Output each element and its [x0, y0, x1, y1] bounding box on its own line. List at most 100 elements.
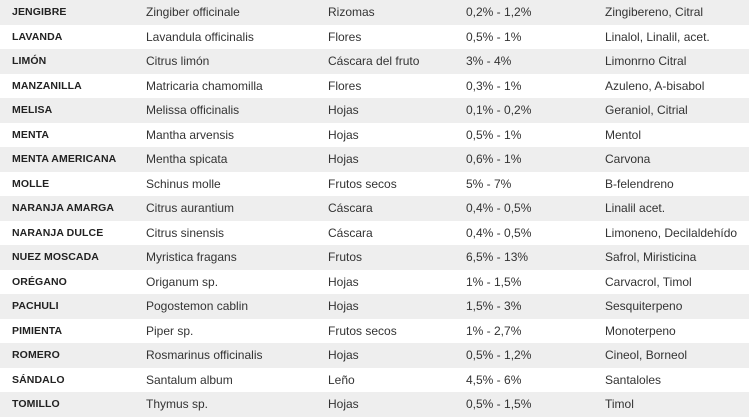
main-components-cell: Safrol, Miristicina [605, 250, 697, 264]
plant-name-cell: NARANJA DULCE [12, 226, 104, 239]
scientific-name-cell: Myristica fragans [146, 250, 237, 264]
main-components-cell: Geraniol, Citrial [605, 103, 688, 117]
main-components-cell: Azuleno, A-bisabol [605, 78, 705, 93]
main-components-cell: Zingibereno, Citral [605, 5, 704, 19]
main-components-cell: Mentol [605, 127, 642, 142]
oil-yield-cell: 3% - 4% [466, 54, 512, 68]
scientific-name-cell: Mentha spicata [146, 152, 228, 166]
scientific-name-cell: Mantha arvensis [146, 127, 235, 142]
table-row: LIMÓN Citrus limón Cáscara del fruto 3% - 4… [0, 49, 749, 74]
plant-part-cell: Flores [328, 29, 362, 44]
oil-yield-cell: 0,4% - 0,5% [466, 201, 532, 215]
oil-yield-cell: 6,5% - 13% [466, 250, 529, 264]
plant-part-cell: Hojas [328, 397, 359, 411]
table-row: PACHULI Pogostemon cablin Hojas 1,5% - 3% Se… [0, 294, 749, 319]
plant-name-cell: LIMÓN [12, 55, 47, 67]
oil-yield-cell: 1% - 2,7% [466, 323, 522, 338]
oil-yield-cell: 0,5% - 1% [466, 127, 522, 142]
main-components-cell: Carvacrol, Timol [605, 274, 692, 289]
plant-part-cell: Rizomas [328, 5, 375, 19]
plant-part-cell: Frutos secos [328, 323, 397, 338]
scientific-name-cell: Rosmarinus officinalis [146, 348, 263, 362]
main-components-cell: Linalol, Linalil, acet. [605, 29, 710, 44]
plant-name-cell: PIMIENTA [12, 324, 63, 337]
main-components-cell: Santaloles [605, 372, 662, 387]
table-row: MENTA AMERICANA Mentha spicata Hojas 0,6% -… [0, 147, 749, 172]
scientific-name-cell: Zingiber officinale [146, 5, 240, 19]
table-row: NARANJA AMARGA Citrus aurantium Cáscara 0,4… [0, 196, 749, 221]
scientific-name-cell: Santalum album [146, 372, 233, 387]
table-row: TOMILLO Thymus sp. Hojas 0,5% - 1,5% Timol [0, 392, 749, 417]
plant-name-cell: MELISA [12, 104, 53, 116]
main-components-cell: Timol [605, 397, 634, 411]
table-row: PIMIENTA Piper sp. Frutos secos 1% - 2,7% Mo… [0, 319, 749, 344]
plant-name-cell: MENTA [12, 128, 50, 141]
oil-yield-cell: 0,5% - 1,2% [466, 348, 532, 362]
plant-part-cell: Flores [328, 78, 362, 93]
scientific-name-cell: Citrus sinensis [146, 225, 225, 240]
table-row: MANZANILLA Matricaria chamomilla Flores 0,3… [0, 74, 749, 99]
oil-yield-cell: 0,5% - 1% [466, 29, 522, 44]
oil-yield-cell: 1,5% - 3% [466, 299, 522, 313]
oil-yield-cell: 0,2% - 1,2% [466, 5, 532, 19]
plant-name-cell: TOMILLO [12, 398, 60, 410]
scientific-name-cell: Citrus aurantium [146, 201, 235, 215]
plant-part-cell: Cáscara del fruto [328, 54, 420, 68]
scientific-name-cell: Pogostemon cablin [146, 299, 249, 313]
oil-yield-cell: 0,3% - 1% [466, 78, 522, 93]
plant-name-cell: MENTA AMERICANA [12, 153, 117, 165]
plant-name-cell: ROMERO [12, 349, 60, 361]
plant-part-cell: Hojas [328, 299, 359, 313]
plant-name-cell: ORÉGANO [12, 275, 67, 288]
plant-name-cell: SÁNDALO [12, 373, 65, 386]
main-components-cell: Sesquiterpeno [605, 299, 683, 313]
oil-yield-cell: 0,5% - 1,5% [466, 397, 532, 411]
scientific-name-cell: Piper sp. [146, 323, 194, 338]
table-row: ORÉGANO Origanum sp. Hojas 1% - 1,5% Carvacr… [0, 270, 749, 295]
scientific-name-cell: Matricaria chamomilla [146, 78, 263, 93]
oil-yield-cell: 0,4% - 0,5% [466, 225, 532, 240]
scientific-name-cell: Citrus limón [146, 54, 210, 68]
plant-part-cell: Cáscara [328, 225, 373, 240]
plant-part-cell: Hojas [328, 274, 359, 289]
plant-part-cell: Hojas [328, 127, 359, 142]
oil-yield-cell: 5% - 7% [466, 176, 512, 191]
table-row: JENGIBRE Zingiber officinale Rizomas 0,2% -… [0, 0, 749, 25]
oil-yield-cell: 1% - 1,5% [466, 274, 522, 289]
scientific-name-cell: Origanum sp. [146, 274, 219, 289]
plant-name-cell: LAVANDA [12, 30, 63, 43]
main-components-cell: Limonrno Citral [605, 54, 687, 68]
table-row: ROMERO Rosmarinus officinalis Hojas 0,5% - … [0, 343, 749, 368]
table-row: NARANJA DULCE Citrus sinensis Cáscara 0,4% … [0, 221, 749, 246]
main-components-cell: Linalil acet. [605, 201, 666, 215]
plant-part-cell: Hojas [328, 103, 359, 117]
plant-name-cell: JENGIBRE [12, 6, 67, 18]
main-components-cell: Limoneno, Decilaldehído [605, 225, 738, 240]
scientific-name-cell: Lavandula officinalis [146, 29, 254, 44]
oil-yield-cell: 0,6% - 1% [466, 152, 522, 166]
scientific-name-cell: Schinus molle [146, 176, 221, 191]
plant-part-cell: Hojas [328, 152, 359, 166]
scientific-name-cell: Thymus sp. [146, 397, 209, 411]
plant-part-cell: Hojas [328, 348, 359, 362]
plant-name-cell: NUEZ MOSCADA [12, 251, 99, 263]
oil-yield-cell: 0,1% - 0,2% [466, 103, 532, 117]
main-components-cell: Carvona [605, 152, 651, 166]
plant-part-cell: Cáscara [328, 201, 373, 215]
table-row: MENTA Mantha arvensis Hojas 0,5% - 1% Mentol [0, 123, 749, 148]
plant-name-cell: PACHULI [12, 300, 59, 312]
main-components-cell: Monoterpeno [605, 323, 676, 338]
plant-name-cell: MANZANILLA [12, 79, 82, 92]
scientific-name-cell: Melissa officinalis [146, 103, 240, 117]
plant-part-cell: Frutos [328, 250, 363, 264]
table-row: LAVANDA Lavandula officinalis Flores 0,5% -… [0, 25, 749, 50]
plant-name-cell: MOLLE [12, 177, 50, 190]
oil-yield-cell: 4,5% - 6% [466, 372, 522, 387]
plant-name-cell: NARANJA AMARGA [12, 202, 115, 214]
table-row: SÁNDALO Santalum album Leño 4,5% - 6% Santal… [0, 368, 749, 393]
main-components-cell: Cineol, Borneol [605, 348, 688, 362]
table-row: MOLLE Schinus molle Frutos secos 5% - 7% B-f… [0, 172, 749, 197]
plant-part-cell: Leño [328, 372, 355, 387]
table-row: MELISA Melissa officinalis Hojas 0,1% - 0,2… [0, 98, 749, 123]
